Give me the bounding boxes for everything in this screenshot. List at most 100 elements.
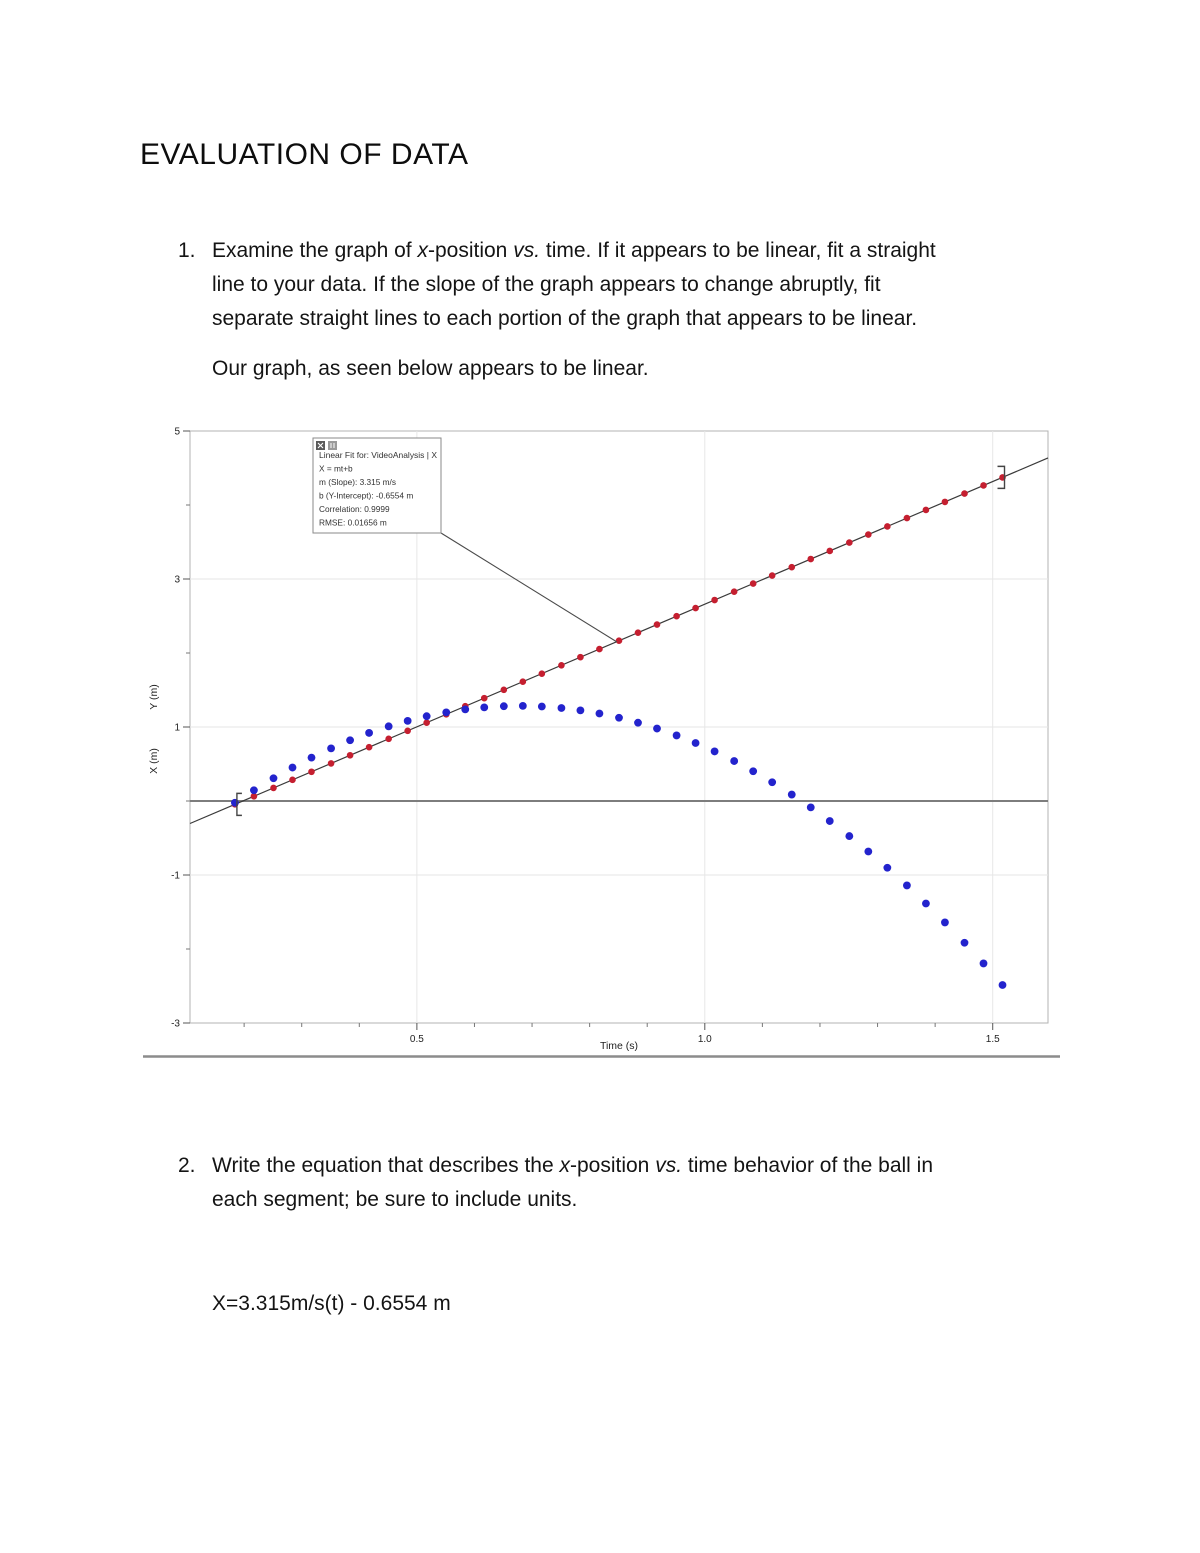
data-point xyxy=(922,506,930,514)
data-point xyxy=(307,753,316,762)
x-axis-title: Time (s) xyxy=(600,1040,638,1052)
data-point xyxy=(499,702,508,711)
data-point xyxy=(365,743,373,751)
data-point xyxy=(998,981,1007,989)
legend-box xyxy=(312,437,442,534)
data-point xyxy=(807,555,815,563)
fit-legend-box: Linear Fit for: VideoAnalysis | X X = mt… xyxy=(312,437,442,534)
y-axis-title-y: Y (m) xyxy=(148,684,160,709)
close-x-icon xyxy=(317,442,324,449)
data-point xyxy=(519,678,527,686)
data-point xyxy=(596,645,603,653)
data-point xyxy=(960,938,969,947)
chart-svg: 5 3 1 -1 -3 0.5 1.0 1.5 Linear Fit for: VideoAn… xyxy=(143,427,1060,1058)
y-tick-label: 1 xyxy=(174,723,180,734)
data-point xyxy=(673,612,680,620)
data-point xyxy=(884,523,891,530)
data-point xyxy=(653,724,661,733)
data-point xyxy=(403,716,412,725)
data-point xyxy=(903,881,911,890)
fit-range-right-bracket xyxy=(997,465,1006,490)
data-point xyxy=(806,803,815,812)
data-point xyxy=(327,760,335,767)
data-point xyxy=(346,751,354,759)
data-point xyxy=(250,786,258,795)
data-point xyxy=(422,712,431,721)
data-point xyxy=(883,863,892,872)
x-tick-label: 1.0 xyxy=(698,1034,712,1045)
data-point xyxy=(615,713,623,722)
data-point xyxy=(270,784,277,792)
data-point xyxy=(442,708,451,717)
data-point xyxy=(903,514,911,522)
data-point xyxy=(518,702,527,710)
data-point xyxy=(691,739,700,747)
question-line: separate straight lines to each portion … xyxy=(212,307,918,330)
data-point xyxy=(941,498,949,506)
data-point xyxy=(653,621,661,628)
data-point xyxy=(768,572,776,579)
data-point xyxy=(672,731,681,740)
data-point xyxy=(404,727,411,735)
data-point xyxy=(941,918,949,927)
data-point xyxy=(289,776,296,784)
data-point xyxy=(480,694,488,702)
pin-stripes-icon xyxy=(330,443,335,448)
y-tick-label: 5 xyxy=(174,427,180,438)
data-point xyxy=(423,719,430,727)
chart: 5 3 1 -1 -3 0.5 1.0 1.5 Linear Fit for: VideoAn… xyxy=(143,413,1060,1060)
data-point xyxy=(768,778,777,787)
page-title: EVALUATION OF DATA xyxy=(140,138,469,171)
data-point xyxy=(461,705,470,714)
y-tick-label: 3 xyxy=(174,575,180,586)
data-point xyxy=(749,767,758,776)
question-line: line to your data. If the slope of the g… xyxy=(212,273,881,296)
question-line: Examine the graph of x-position vs. time… xyxy=(212,239,936,262)
data-point xyxy=(730,588,738,595)
data-point xyxy=(730,757,739,765)
data-point xyxy=(979,959,988,968)
question-line: Write the equation that describes the x-… xyxy=(212,1154,934,1177)
data-point xyxy=(710,747,719,756)
data-point xyxy=(385,735,392,743)
data-point xyxy=(384,722,393,731)
data-point xyxy=(634,718,642,727)
data-point xyxy=(308,768,315,776)
data-point xyxy=(558,661,565,669)
data-point xyxy=(826,547,834,555)
data-point xyxy=(787,790,796,799)
data-point xyxy=(980,482,987,489)
data-point xyxy=(961,490,968,497)
question-2: 2. Write the equation that describes the… xyxy=(178,1149,933,1217)
chart-dynamic: 5 3 1 -1 -3 0.5 1.0 1.5 xyxy=(171,427,1049,1046)
data-point xyxy=(231,798,239,807)
legend-correlation: Correlation: 0.9999 xyxy=(319,504,390,514)
data-point xyxy=(537,702,546,711)
question-1: 1. Examine the graph of x-position vs. t… xyxy=(178,234,936,336)
legend-equation: X = mt+b xyxy=(319,464,353,474)
data-point xyxy=(327,744,335,753)
data-point xyxy=(365,729,373,737)
data-point xyxy=(864,847,873,856)
y-tick-label: -1 xyxy=(171,871,180,882)
data-point xyxy=(825,817,834,825)
data-point xyxy=(595,709,604,718)
x-tick-label: 0.5 xyxy=(410,1034,424,1045)
legend-pin-icon xyxy=(328,441,337,450)
question-1-answer-text: Our graph, as seen below appears to be l… xyxy=(212,357,649,380)
data-point xyxy=(500,686,508,694)
legend-callout-line xyxy=(440,532,618,643)
data-point xyxy=(788,563,796,571)
data-point xyxy=(480,703,489,712)
data-point xyxy=(845,832,854,840)
question-1-number: 1. xyxy=(178,239,196,262)
y-axis-title-x: X (m) xyxy=(148,748,160,774)
data-point xyxy=(288,763,297,772)
y-series-points xyxy=(231,702,1007,989)
y-tick-label: -3 xyxy=(171,1019,180,1030)
axis-ticks: 5 3 1 -1 -3 0.5 1.0 1.5 xyxy=(171,427,1000,1046)
data-point xyxy=(922,899,930,908)
question-line: each segment; be sure to include units. xyxy=(212,1188,578,1211)
question-2-number: 2. xyxy=(178,1154,196,1177)
data-point xyxy=(865,531,872,538)
